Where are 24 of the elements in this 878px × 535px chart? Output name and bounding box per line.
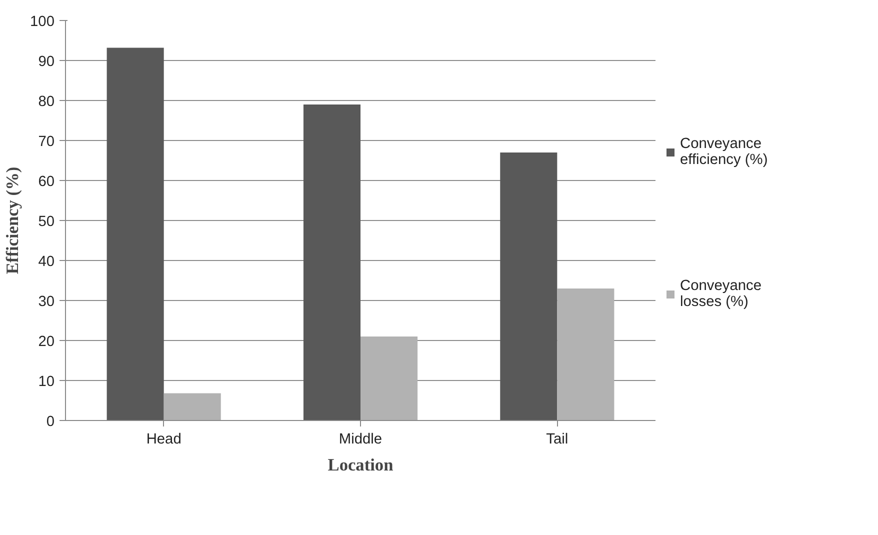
y-tick-label: 0 [46,414,55,430]
y-tick-label: 50 [38,214,55,230]
legend-label: Conveyance losses (%) [680,278,762,310]
y-tick-label: 80 [38,94,55,110]
legend-label: Conveyance efficiency (%) [680,136,768,168]
x-tick-label: Head [146,432,182,448]
x-axis-title: Location [328,456,394,474]
y-tick-label: 70 [38,134,55,150]
x-tick-label: Middle [338,432,382,448]
bar [557,288,614,420]
bar [164,393,221,420]
bar [106,48,164,420]
y-tick-label: 100 [30,14,55,30]
y-tick-label: 20 [38,334,55,350]
bar [500,152,558,420]
y-axis-title: Efficiency (%) [3,166,22,274]
y-tick-label: 10 [38,374,55,390]
y-tick-label: 90 [38,54,55,70]
y-tick-label: 30 [38,294,55,310]
y-tick-label: 40 [38,254,55,270]
bar [303,104,360,420]
bar [360,336,418,420]
x-tick-label: Tail [546,432,568,448]
y-tick-label: 60 [38,174,55,190]
